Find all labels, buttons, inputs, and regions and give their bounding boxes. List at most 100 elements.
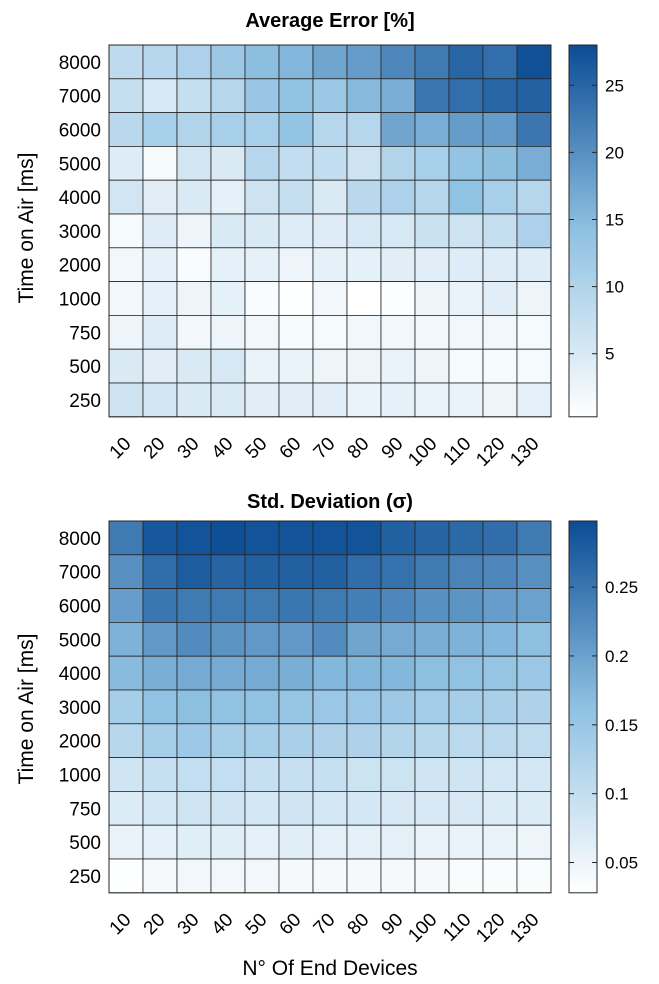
heatmap-cell <box>414 554 450 589</box>
x-tick-label: 40 <box>208 909 238 939</box>
heatmap-cell <box>210 791 246 826</box>
heatmap-cell <box>448 179 484 215</box>
heatmap-cell <box>346 179 382 215</box>
heatmap-cell <box>142 520 178 556</box>
heatmap-cell <box>142 179 178 215</box>
colorbar-tick-label: 0.2 <box>605 647 629 666</box>
x-tick-label: 20 <box>140 433 170 463</box>
heatmap-cell <box>482 314 518 350</box>
heatmap-cell <box>244 281 280 316</box>
heatmap-cell <box>176 824 212 860</box>
heatmap-cell <box>176 44 212 80</box>
heatmap-cell <box>448 78 484 114</box>
heatmap-cell <box>448 281 484 316</box>
heatmap-cell <box>278 348 314 384</box>
heatmap-cell <box>210 179 246 215</box>
heatmap-cell <box>414 145 450 181</box>
heatmap-cell <box>516 112 552 147</box>
x-tick-label: 10 <box>106 433 136 463</box>
heatmap-cell <box>448 824 484 860</box>
heatmap-cell <box>142 112 178 147</box>
heatmap-cell <box>210 281 246 316</box>
heatmap-cells <box>108 44 552 418</box>
chart-title: Std. Deviation (σ) <box>247 491 413 513</box>
heatmap-cell <box>414 213 450 249</box>
x-tick-label: 50 <box>242 909 272 939</box>
y-tick-label: 2000 <box>59 732 101 753</box>
heatmap-cell <box>414 112 450 147</box>
heatmap-cell <box>278 112 314 147</box>
heatmap-cell <box>448 858 484 894</box>
heatmap-cell <box>482 348 518 384</box>
heatmap-cell <box>448 723 484 758</box>
x-tick-label: 80 <box>344 909 374 939</box>
heatmap-cell <box>346 824 382 860</box>
heatmap-cell <box>312 179 348 215</box>
heatmap-cell <box>482 112 518 147</box>
heatmap-cell <box>312 78 348 114</box>
x-tick-label: 130 <box>506 909 543 946</box>
heatmap-cell <box>210 554 246 589</box>
heatmap-cell <box>482 213 518 249</box>
heatmap-cell <box>380 689 416 725</box>
heatmap-cell <box>414 655 450 691</box>
heatmap-cell <box>176 247 212 283</box>
heatmap-cell <box>482 824 518 860</box>
heatmap-cell <box>414 78 450 114</box>
heatmap-cell <box>516 655 552 691</box>
y-tick-label: 3000 <box>59 698 101 719</box>
heatmap-cell <box>108 145 144 181</box>
heatmap-cell <box>448 554 484 589</box>
heatmap-cell <box>380 858 416 894</box>
heatmap-cell <box>346 554 382 589</box>
heatmap-cell <box>278 314 314 350</box>
heatmap-cell <box>346 858 382 894</box>
heatmap-cell <box>516 689 552 725</box>
heatmap-cell <box>108 281 144 316</box>
heatmap-cell <box>108 655 144 691</box>
heatmap-cell <box>142 348 178 384</box>
heatmap-cell <box>380 179 416 215</box>
heatmap-cell <box>278 588 314 623</box>
heatmap-cell <box>448 655 484 691</box>
heatmap-cell <box>448 757 484 792</box>
heatmap-cell <box>210 247 246 283</box>
x-tick-label: 130 <box>506 433 543 470</box>
heatmap-cell <box>176 655 212 691</box>
heatmap-cell <box>482 655 518 691</box>
heatmap-cell <box>278 281 314 316</box>
heatmap-cell <box>278 757 314 792</box>
heatmap-cell <box>312 281 348 316</box>
heatmap-cell <box>142 689 178 725</box>
heatmap-cell <box>516 145 552 181</box>
heatmap-cell <box>482 281 518 316</box>
heatmap-cell <box>482 791 518 826</box>
heatmap-cell <box>244 588 280 623</box>
heatmap-cell <box>414 382 450 418</box>
y-tick-label: 750 <box>69 323 101 344</box>
heatmap-cell <box>210 588 246 623</box>
x-tick-label: 70 <box>310 433 340 463</box>
y-tick-label: 500 <box>69 833 101 854</box>
heatmap-cell <box>210 213 246 249</box>
heatmap-cell <box>346 622 382 657</box>
heatmap-cell <box>108 314 144 350</box>
heatmap-cell <box>210 78 246 114</box>
heatmap-cell <box>142 281 178 316</box>
heatmap-cell <box>278 382 314 418</box>
heatmap-cell <box>142 622 178 657</box>
heatmap-cell <box>516 858 552 894</box>
std-deviation-panel: Std. Deviation (σ) Time on Air [ms] 8000… <box>15 491 638 980</box>
heatmap-cell <box>278 824 314 860</box>
heatmap-cell <box>346 78 382 114</box>
colorbar-tick-label: 0.15 <box>605 716 638 735</box>
heatmap-cell <box>108 179 144 215</box>
heatmap-cell <box>414 179 450 215</box>
x-tick-label: 30 <box>174 433 204 463</box>
heatmap-cell <box>380 145 416 181</box>
heatmap-cell <box>448 791 484 826</box>
heatmap-cell <box>278 858 314 894</box>
heatmap-cell <box>312 824 348 860</box>
heatmap-cell <box>108 112 144 147</box>
